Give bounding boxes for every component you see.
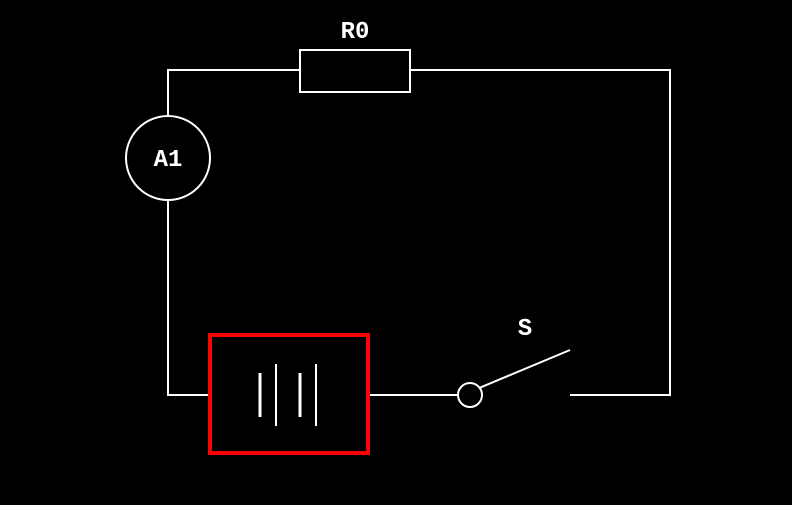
switch: S [458, 316, 570, 407]
wire-resistor-to-switch-right [410, 70, 670, 395]
ammeter-label: A1 [154, 147, 183, 174]
wire-ammeter-to-resistor [168, 70, 300, 116]
resistor-label: R0 [341, 19, 370, 46]
battery-plates [260, 364, 316, 426]
resistor-box [300, 50, 410, 92]
wire-group [168, 70, 670, 395]
switch-label: S [518, 316, 532, 343]
switch-pivot [458, 383, 482, 407]
ammeter: A1 [126, 116, 210, 200]
battery [210, 335, 368, 453]
circuit-diagram: A1 R0 S [0, 0, 792, 505]
resistor: R0 [300, 19, 410, 92]
wire-battery-to-ammeter [168, 200, 210, 395]
switch-arm [480, 350, 570, 388]
battery-highlight [210, 335, 368, 453]
